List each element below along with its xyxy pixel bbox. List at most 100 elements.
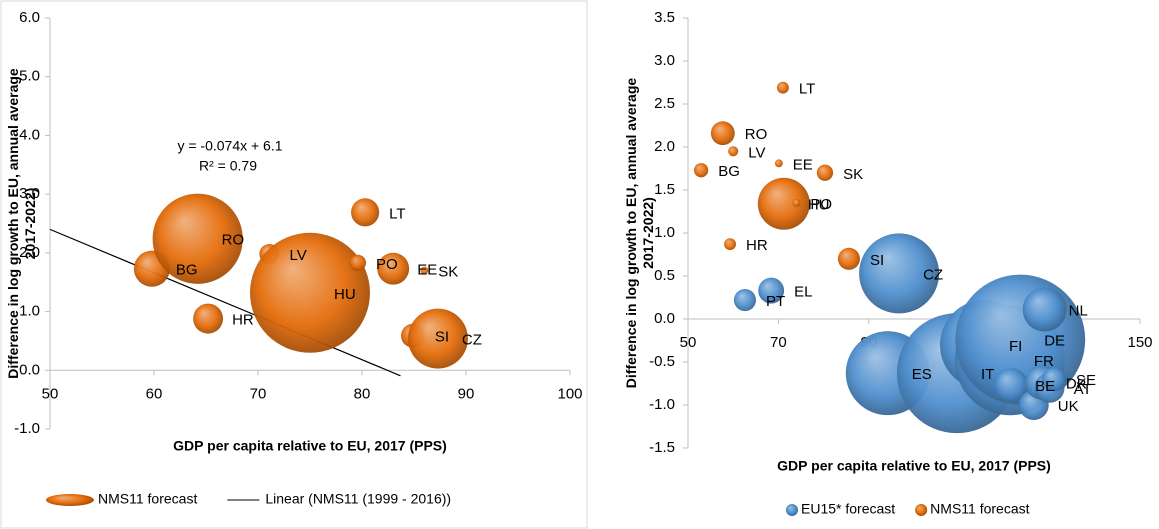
annotation: R² = 0.79: [199, 158, 257, 174]
bubble: [250, 232, 370, 353]
x-tick-label: 90: [458, 385, 475, 402]
y-axis-title-line: 2017-2022): [22, 188, 38, 260]
y-axis-title: Difference in log growth to EU, annual a…: [623, 78, 656, 389]
data-label: SE: [1076, 372, 1096, 389]
y-tick-label: 1.5: [654, 181, 675, 198]
data-label: ES: [912, 366, 932, 383]
y-tick-label: 3.0: [654, 52, 675, 69]
bubble: [152, 193, 243, 284]
y-tick-label: -1.0: [14, 420, 40, 437]
legend-marker: [786, 504, 798, 516]
bubble: [758, 277, 785, 304]
data-label: HR: [232, 312, 254, 329]
bubble: [407, 308, 468, 369]
data-label: SI: [870, 252, 884, 269]
data-label: CZ: [462, 332, 482, 349]
y-tick-label: 6.0: [19, 9, 40, 26]
bubble: [710, 121, 735, 146]
data-label: RO: [745, 126, 768, 143]
x-tick-label: 60: [146, 385, 163, 402]
bubble: [420, 266, 429, 275]
y-tick-label: 0.0: [19, 361, 40, 378]
data-label: FR: [1034, 353, 1054, 370]
y-axis-title-line: Difference in log growth to EU, annual a…: [5, 68, 21, 379]
y-tick-label: 1.0: [19, 303, 40, 320]
data-label: PO: [810, 196, 832, 213]
x-tick-label: 150: [1127, 334, 1152, 351]
bubble: [733, 289, 756, 312]
y-tick-label: 0.0: [654, 310, 675, 327]
data-label: FI: [1009, 338, 1022, 355]
data-label: AT: [1074, 381, 1092, 398]
bubble: [193, 303, 224, 334]
data-label: SK: [438, 263, 458, 280]
legend-marker: [46, 494, 94, 506]
annotation: y = -0.074x + 6.1: [177, 138, 282, 154]
bubble: [776, 81, 789, 94]
bubble: [693, 163, 709, 178]
data-label: HU: [334, 286, 356, 303]
x-tick-label: 100: [557, 385, 582, 402]
data-label: BG: [176, 262, 198, 279]
x-axis-title: GDP per capita relative to EU, 2017 (PPS…: [777, 458, 1051, 474]
x-axis-title: GDP per capita relative to EU, 2017 (PPS…: [173, 438, 447, 454]
bubble: [724, 238, 737, 251]
y-tick-label: 3.0: [19, 185, 40, 202]
y-tick-label: 1.0: [654, 224, 675, 241]
data-label: CZ: [923, 266, 943, 283]
y-tick-label: -0.5: [649, 353, 675, 370]
y-axis-title: Difference in log growth to EU, annual a…: [5, 68, 38, 379]
bubble: [859, 233, 940, 314]
bubble: [994, 368, 1029, 403]
data-label: HR: [746, 237, 768, 254]
bubble: [1022, 287, 1067, 332]
x-tick-label: 50: [42, 385, 59, 402]
y-tick-label: 4.0: [19, 126, 40, 143]
data-label: SK: [843, 166, 863, 183]
data-label: BE: [1035, 378, 1055, 395]
y-axis-title-line: Difference in log growth to EU, annual a…: [623, 78, 639, 389]
y-axis-title-line: 2017-2022): [640, 197, 656, 269]
data-label: UK: [1058, 398, 1079, 415]
trendline: [49, 228, 401, 377]
data-label: EE: [793, 156, 813, 173]
bubble: [728, 146, 739, 157]
data-label: LV: [290, 247, 307, 264]
data-label: DK: [1066, 376, 1087, 393]
x-tick-label: 70: [250, 385, 267, 402]
data-label: LT: [799, 81, 815, 98]
bubble: [351, 198, 380, 227]
y-tick-label: 2.0: [19, 244, 40, 261]
legend-label: NMS11 forecast: [930, 501, 1029, 517]
y-tick-label: 2.0: [654, 138, 675, 155]
data-label: LV: [748, 144, 765, 161]
legend-label: NMS11 forecast: [98, 491, 197, 507]
data-label: HU: [808, 197, 830, 214]
data-label: SI: [435, 329, 449, 346]
data-label: EL: [794, 284, 812, 301]
bubble: [837, 247, 860, 270]
bubble: [774, 159, 783, 168]
panel-border: [0, 0, 588, 529]
data-label: DE: [1044, 333, 1065, 350]
data-label: RO: [222, 232, 245, 249]
legend-label: EU15* forecast: [801, 501, 895, 517]
legend-marker: [915, 504, 928, 516]
bubble: [1042, 367, 1067, 392]
bubble: [816, 164, 834, 181]
data-label: LT: [389, 205, 405, 222]
data-label: BG: [718, 163, 740, 180]
bubble: [377, 252, 410, 285]
bubble: [349, 254, 366, 271]
data-label: EE: [417, 262, 437, 279]
y-tick-label: 5.0: [19, 68, 40, 85]
data-label: NL: [1069, 303, 1088, 320]
y-tick-label: -1.0: [649, 396, 675, 413]
data-label: PT: [766, 293, 785, 310]
legend-label: Linear (NMS11 (1999 - 2016)): [265, 491, 451, 507]
y-tick-label: -1.5: [649, 439, 675, 456]
bubble: [792, 198, 801, 207]
data-label: IT: [981, 366, 994, 383]
y-tick-label: 3.5: [654, 9, 675, 26]
